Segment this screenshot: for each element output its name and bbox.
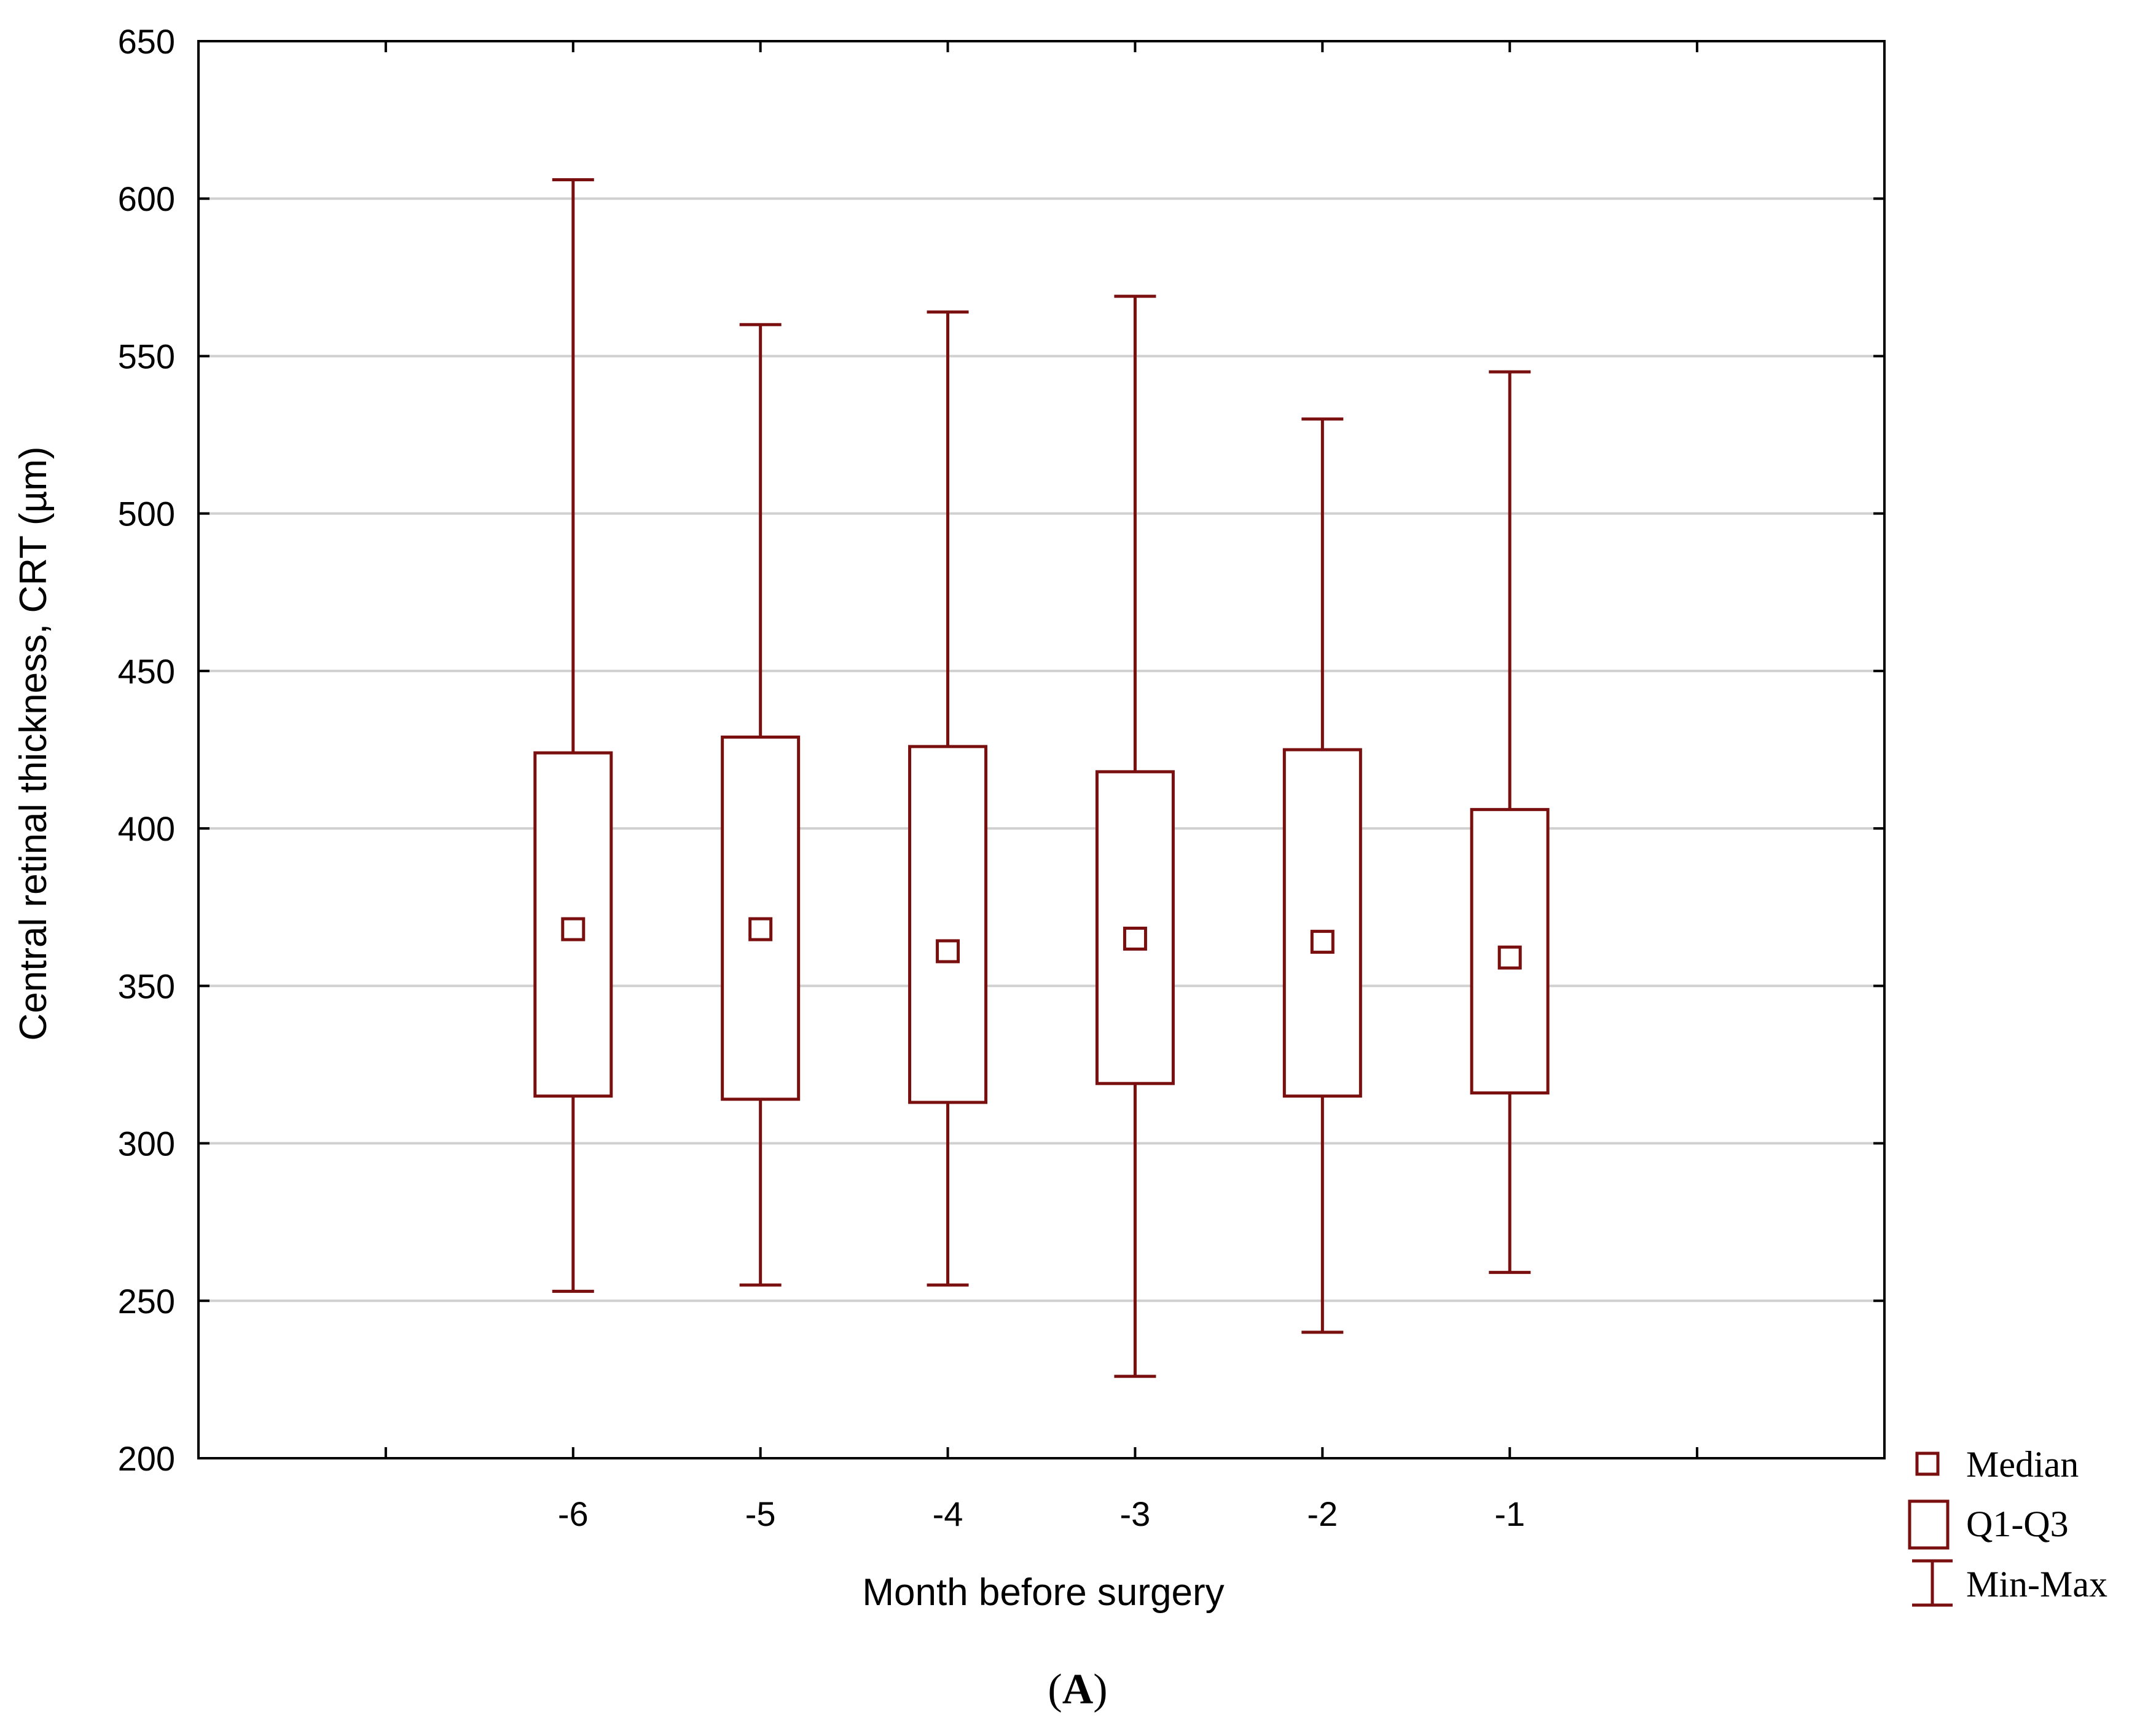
box--4 (908, 310, 988, 1287)
x-tick-label--6: -6 (558, 1494, 589, 1533)
panel-label-letter: A (1062, 1666, 1094, 1713)
y-tick-label-400: 400 (118, 809, 175, 848)
x-axis: -6 -5 -4 -3 -2 -1 (384, 41, 1699, 1533)
box--5 (721, 323, 801, 1287)
legend-median-swatch (1915, 1451, 1940, 1476)
iqr-box (1282, 748, 1362, 1098)
y-tick-label-250: 250 (118, 1282, 175, 1321)
y-tick-label-300: 300 (118, 1125, 175, 1163)
box-series (533, 178, 1550, 1378)
y-tick-label-500: 500 (118, 495, 175, 533)
gridlines (198, 197, 1884, 1302)
median-marker (1123, 926, 1147, 951)
y-tick-label-550: 550 (118, 337, 175, 375)
panel-label: (A) (1048, 1666, 1107, 1713)
box--2 (1282, 417, 1362, 1334)
median-marker (561, 917, 586, 941)
iqr-box (533, 751, 613, 1098)
y-tick-label-600: 600 (118, 179, 175, 218)
box--1 (1470, 370, 1550, 1274)
legend-q1q3-label: Q1-Q3 (1966, 1504, 2069, 1544)
box--6 (533, 178, 613, 1293)
legend-q1q3-swatch (1908, 1499, 1950, 1550)
x-tick-label--2: -2 (1307, 1494, 1338, 1533)
median-marker (748, 917, 773, 941)
box--3 (1095, 294, 1175, 1378)
median-marker (1497, 945, 1522, 970)
iqr-box (908, 745, 988, 1104)
x-tick-label--4: -4 (933, 1494, 963, 1533)
median-marker (1310, 930, 1335, 954)
plot-frame (197, 40, 1886, 1459)
y-tick-label-650: 650 (118, 22, 175, 61)
legend-minmax-swatch (1912, 1559, 1953, 1607)
y-axis-title: Central retinal thickness, CRT (µm) (12, 446, 55, 1040)
iqr-box (1470, 807, 1550, 1095)
x-tick-label--1: -1 (1494, 1494, 1525, 1533)
legend: Median Q1-Q3 Min-Max (1908, 1444, 2107, 1607)
panel-label-close: ) (1093, 1666, 1107, 1713)
y-axis: 200 250 300 350 400 450 500 550 600 650 (118, 22, 1884, 1478)
y-tick-label-200: 200 (118, 1439, 175, 1478)
x-axis-title: Month before surgery (862, 1571, 1224, 1614)
y-tick-label-350: 350 (118, 967, 175, 1005)
legend-median-label: Median (1966, 1444, 2079, 1485)
x-tick-label--3: -3 (1120, 1494, 1151, 1533)
panel-label-open: ( (1048, 1666, 1062, 1713)
y-tick-label-450: 450 (118, 652, 175, 691)
median-marker (936, 939, 960, 964)
legend-minmax-label: Min-Max (1966, 1564, 2107, 1604)
x-tick-label--5: -5 (745, 1494, 776, 1533)
